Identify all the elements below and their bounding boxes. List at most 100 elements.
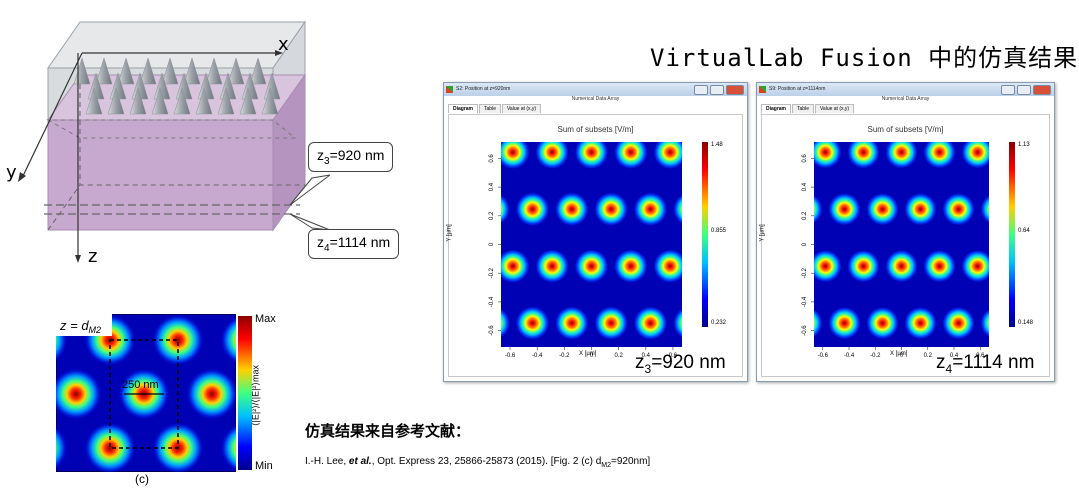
prism-top-face xyxy=(47,21,306,69)
window-tabs: Diagram Table Value at (x,y) xyxy=(448,104,542,113)
colorbar xyxy=(702,142,708,327)
scale-text: 250 nm xyxy=(122,379,159,391)
nanocone xyxy=(139,57,157,85)
x-tick-label: 0.2 xyxy=(924,353,933,359)
field-spot xyxy=(457,136,490,169)
z-sub: 4 xyxy=(945,361,953,376)
y-tick-label: -0.6 xyxy=(802,325,808,336)
field-spot xyxy=(555,306,589,340)
z-axis-arrow xyxy=(75,255,81,263)
window-title: S2: Position at z=920nm xyxy=(456,86,511,92)
field-spot xyxy=(814,195,823,224)
window-subtitle: Numerical Data Array xyxy=(881,96,930,102)
y-tick-label: -0.6 xyxy=(489,325,495,336)
y-tick-label: 0 xyxy=(489,242,495,246)
field-spot xyxy=(847,250,880,283)
cbar-min-label: 0.148 xyxy=(1018,320,1034,326)
y-tick-label: -0.2 xyxy=(802,267,808,278)
field-spot xyxy=(847,142,880,169)
x-tick-label: 0 xyxy=(590,353,594,359)
x-tick-label: 0.6 xyxy=(669,353,678,359)
field-spot xyxy=(496,364,529,377)
minimize-button[interactable] xyxy=(694,85,708,95)
cbar-mid-label: 0.855 xyxy=(711,228,727,234)
tab-diagram[interactable]: Diagram xyxy=(448,104,479,113)
maximize-button[interactable] xyxy=(710,85,724,95)
z-position-label: z3=920 nm xyxy=(635,352,726,376)
x-axis-label: x xyxy=(278,34,289,55)
reference-field-plot: 250 nm z = dM2 xyxy=(56,314,236,472)
x-axis-title: X [µm] xyxy=(890,351,908,357)
x-tick-label: -0.6 xyxy=(818,353,829,359)
minimize-button[interactable] xyxy=(1001,85,1015,95)
field-spot xyxy=(828,193,861,226)
z3-label-bubble: z3=920 nm xyxy=(308,142,394,172)
x-tick-label: -0.6 xyxy=(505,353,516,359)
field-spot xyxy=(574,142,609,169)
field-plot: -0.6 -0.4 -0.2 0 0.2 0.4 0.6 0.6 0.4 0.2 0 -0.2 -0.4… xyxy=(457,136,726,377)
tab-value[interactable]: Value at (x,y) xyxy=(814,104,855,113)
y-tick-label: -0.4 xyxy=(802,296,808,307)
field-spots xyxy=(771,136,989,377)
window-titlebar[interactable]: S9: Position at z=1114nm xyxy=(757,83,1054,96)
field-spot xyxy=(942,307,975,340)
window-titlebar[interactable]: S2: Position at z=920nm xyxy=(444,83,747,96)
close-button[interactable] xyxy=(1033,85,1051,95)
field-spot xyxy=(866,193,899,226)
maximize-button[interactable] xyxy=(1017,85,1031,95)
field-plot: -0.6 -0.4 -0.2 0 0.2 0.4 0.6 0.6 0.4 0.2 0 -0.2 -0.4… xyxy=(771,136,1015,377)
nanocone xyxy=(95,57,113,85)
tab-diagram[interactable]: Diagram xyxy=(761,104,792,113)
field-spot xyxy=(886,364,918,377)
x-tick-label: 0.6 xyxy=(976,353,985,359)
tab-table[interactable]: Table xyxy=(479,104,501,113)
sim-window-z4[interactable]: S9: Position at z=1114nm Numerical Data … xyxy=(756,82,1055,382)
z4-val: =1114 nm xyxy=(329,234,391,250)
field-spot xyxy=(693,250,726,283)
y-tick-label: 0 xyxy=(802,242,808,246)
citation-sub: M2 xyxy=(601,462,612,469)
nanocone xyxy=(227,57,245,85)
field-spot xyxy=(814,309,823,338)
window-subtitle: Numerical Data Array xyxy=(571,96,620,102)
field-spot xyxy=(673,194,682,224)
nanocone xyxy=(161,57,179,85)
field-spot xyxy=(555,192,589,226)
citation-authors: I.-H. Lee, xyxy=(305,456,349,467)
citation-etal: et al. xyxy=(348,456,372,467)
y-tick-label: -0.2 xyxy=(489,267,495,278)
z4-sub: 4 xyxy=(324,242,330,254)
nanocone xyxy=(173,87,191,115)
close-button[interactable] xyxy=(726,85,744,95)
y-axis-line xyxy=(21,52,83,179)
reference-citation: I.-H. Lee, et al., Opt. Express 23, 2586… xyxy=(305,456,650,469)
app-icon xyxy=(759,86,766,93)
nanocone xyxy=(129,87,147,115)
field-spot xyxy=(828,307,861,340)
z-var: z xyxy=(936,352,946,373)
field-spot xyxy=(904,193,937,226)
nanocone xyxy=(195,87,213,115)
field-spot xyxy=(457,364,490,377)
intensity-spot xyxy=(152,314,204,366)
field-spot xyxy=(771,136,803,168)
reference-colorbar xyxy=(238,316,252,470)
field-spot xyxy=(923,250,956,283)
field-spot xyxy=(535,142,569,169)
field-spot xyxy=(809,364,841,377)
sim-window-z3[interactable]: S2: Position at z=920nm Numerical Data A… xyxy=(443,82,748,382)
field-spot xyxy=(536,364,569,377)
field-spot xyxy=(501,194,510,224)
x-axis-title: X [µm] xyxy=(579,351,597,357)
field-spot xyxy=(904,307,937,340)
y-axis-arrow xyxy=(18,172,26,182)
field-spot xyxy=(847,364,879,377)
tab-table[interactable]: Table xyxy=(792,104,814,113)
tab-value[interactable]: Value at (x,y) xyxy=(501,104,542,113)
nanocone xyxy=(239,87,257,115)
plot-frame: Sum of subsets [V/m] -0.6 -0.4 -0.2 0 0.2 0.4… xyxy=(760,114,1050,377)
x-tick-label: -0.2 xyxy=(870,353,881,359)
intensity-spot xyxy=(220,316,236,364)
z-val: =920 nm xyxy=(651,352,726,373)
unit-cell-box xyxy=(109,339,179,449)
